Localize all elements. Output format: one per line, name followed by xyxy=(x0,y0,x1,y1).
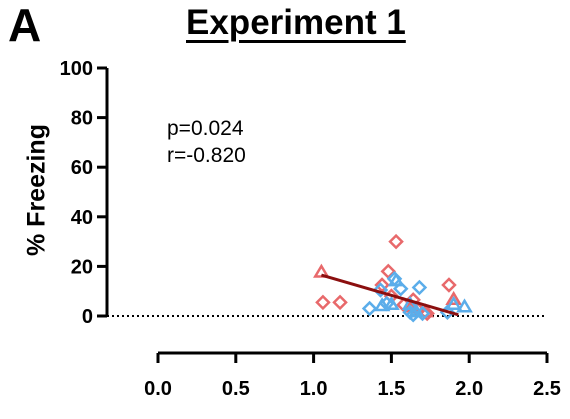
y-tick-label: 100 xyxy=(60,58,93,80)
diamond-point xyxy=(332,294,348,311)
chart-title: Experiment 1 xyxy=(186,3,406,42)
diamond-point xyxy=(419,305,435,322)
diamond-point xyxy=(411,279,428,296)
p-value-annotation: p=0.024 xyxy=(167,117,244,140)
triangle-point xyxy=(456,298,473,313)
y-tick-label: 20 xyxy=(71,256,93,278)
panel-letter: A xyxy=(8,0,42,51)
x-tick-label: 2.5 xyxy=(533,378,561,400)
y-tick-label: 40 xyxy=(71,207,93,229)
x-tick-label: 2.0 xyxy=(455,378,483,400)
x-tick-label: 0.5 xyxy=(222,378,250,400)
x-tick-label: 1.0 xyxy=(300,378,328,400)
diamond-point xyxy=(315,294,331,311)
axes: 0 20 40 60 80 100 0.0 0.5 1.0 1.5 2.0 2.5 xyxy=(60,58,561,400)
x-tick-label: 1.5 xyxy=(377,378,405,400)
diamond-point xyxy=(361,300,378,317)
r-value-annotation: r=-0.820 xyxy=(167,144,246,167)
diamond-point xyxy=(388,233,404,250)
triangle-point xyxy=(383,295,400,310)
triangle-point xyxy=(445,295,463,310)
diamond-point xyxy=(378,295,395,312)
y-tick-label: 0 xyxy=(82,306,93,328)
diamond-point xyxy=(372,282,389,298)
diamond-point xyxy=(414,305,431,322)
regression-line xyxy=(320,273,459,317)
triangle-point xyxy=(445,290,463,306)
triangle-point xyxy=(373,297,391,312)
diamond-point xyxy=(441,277,457,293)
diamond-point xyxy=(392,280,409,297)
data-points xyxy=(313,233,473,323)
y-tick-label: 80 xyxy=(71,108,93,130)
triangle-point xyxy=(401,295,419,310)
x-tick-label: 0.0 xyxy=(144,378,172,400)
diamond-point xyxy=(386,271,403,287)
y-tick-label: 60 xyxy=(71,157,93,179)
diamond-point xyxy=(374,277,390,293)
